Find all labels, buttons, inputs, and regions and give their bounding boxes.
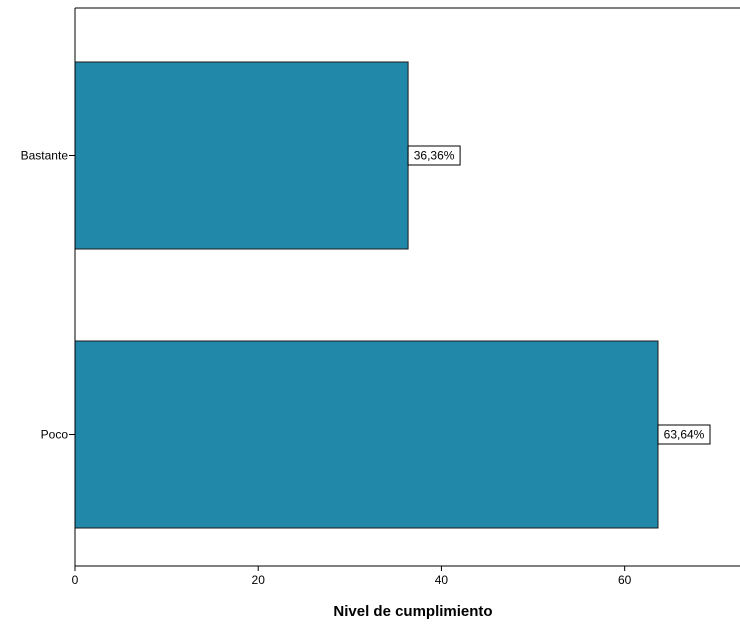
x-tick-label: 20: [252, 573, 266, 587]
data-label-box: [407, 145, 461, 166]
y-tick-label: Poco: [41, 428, 69, 442]
bar-poco: [74, 340, 659, 529]
data-label-box: [657, 424, 711, 445]
x-axis-title: Nivel de cumplimiento: [333, 603, 492, 620]
y-tick-label: Bastante: [21, 149, 69, 163]
data-label: 36,36%: [414, 149, 455, 163]
bar-bastante: [74, 61, 409, 250]
x-tick-label: 60: [618, 573, 632, 587]
x-tick-label: 40: [435, 573, 449, 587]
x-tick-label: 0: [72, 573, 79, 587]
data-label: 63,64%: [664, 428, 705, 442]
